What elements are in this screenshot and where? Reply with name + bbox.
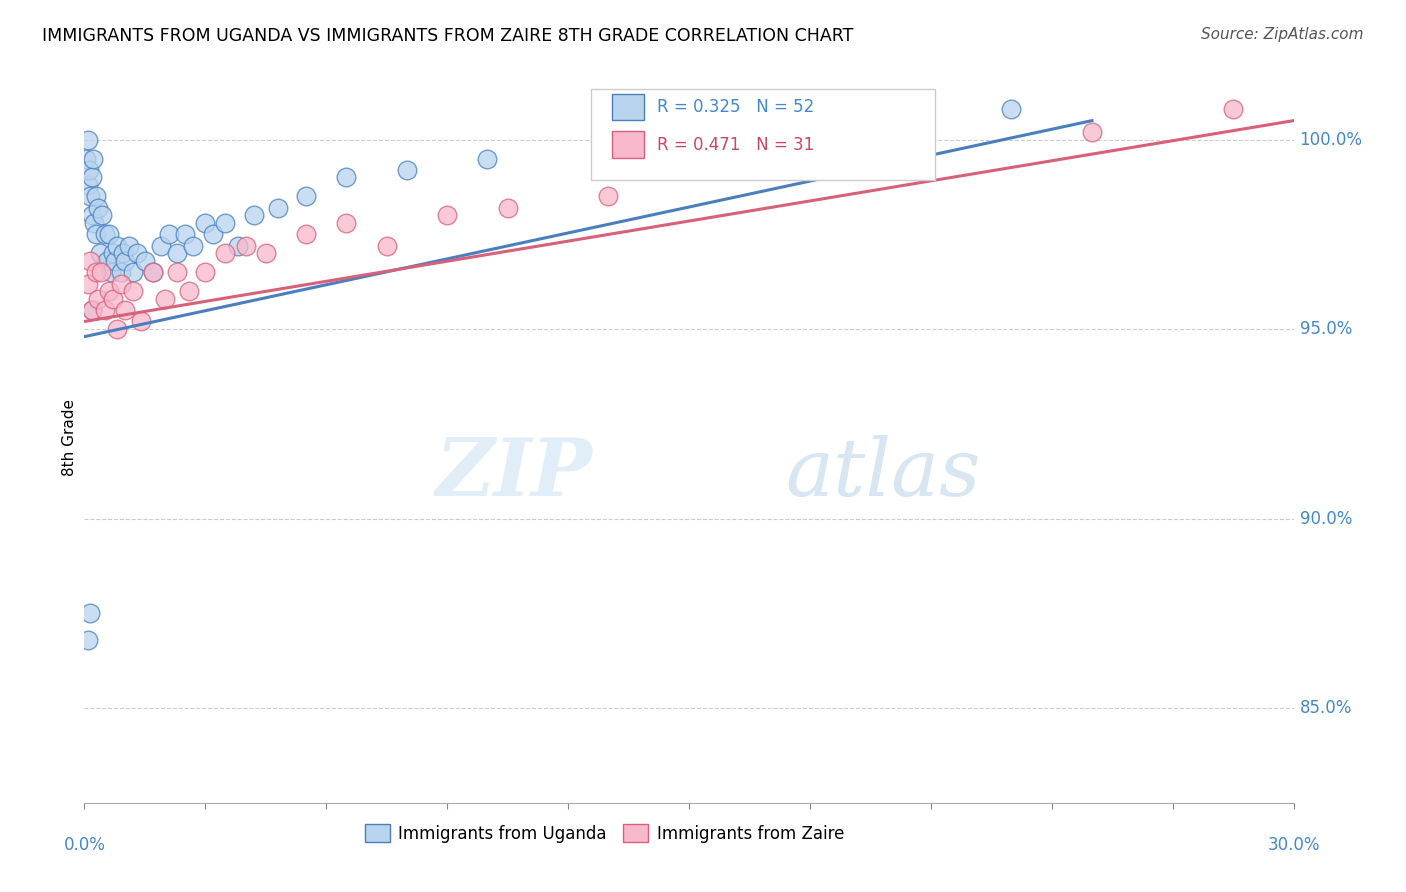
Point: [181, 238, 204, 252]
Point: [194, 265, 217, 279]
Point: [82, 152, 104, 166]
Point: [110, 277, 132, 291]
Point: [105, 238, 128, 252]
Point: [97, 227, 120, 242]
Point: [105, 322, 128, 336]
Point: [110, 265, 132, 279]
Point: [129, 314, 152, 328]
Point: [76, 277, 98, 291]
Point: [375, 238, 398, 252]
Point: [157, 227, 180, 242]
Point: [82, 208, 104, 222]
Point: [149, 238, 172, 252]
Point: [598, 140, 620, 154]
Text: IMMIGRANTS FROM UGANDA VS IMMIGRANTS FROM ZAIRE 8TH GRADE CORRELATION CHART: IMMIGRANTS FROM UGANDA VS IMMIGRANTS FRO…: [42, 27, 853, 45]
Point: [89, 246, 111, 260]
Point: [295, 189, 318, 203]
Point: [77, 632, 100, 647]
Point: [114, 253, 136, 268]
Point: [84, 265, 107, 279]
Point: [179, 284, 201, 298]
Text: 30.0%: 30.0%: [1267, 836, 1320, 854]
Point: [142, 265, 165, 279]
Point: [114, 303, 136, 318]
Point: [598, 189, 620, 203]
Point: [97, 284, 120, 298]
Point: [83, 216, 105, 230]
Point: [758, 125, 780, 139]
Point: [79, 189, 101, 203]
Point: [477, 152, 499, 166]
Text: 90.0%: 90.0%: [1299, 509, 1353, 527]
Point: [101, 292, 124, 306]
Point: [496, 201, 519, 215]
Point: [202, 227, 225, 242]
Point: [335, 170, 357, 185]
Point: [75, 152, 97, 166]
Text: Source: ZipAtlas.com: Source: ZipAtlas.com: [1201, 27, 1364, 42]
Point: [395, 162, 418, 177]
Point: [214, 216, 236, 230]
Point: [1000, 102, 1022, 116]
Point: [96, 253, 118, 268]
Point: [77, 162, 100, 177]
Text: R = 0.471   N = 31: R = 0.471 N = 31: [657, 136, 814, 153]
Point: [134, 253, 156, 268]
Point: [91, 208, 114, 222]
Point: [153, 292, 176, 306]
Point: [242, 208, 264, 222]
Point: [121, 284, 143, 298]
Text: 100.0%: 100.0%: [1299, 130, 1362, 149]
Point: [121, 265, 143, 279]
Point: [79, 253, 101, 268]
Point: [166, 265, 188, 279]
Point: [93, 227, 115, 242]
Point: [87, 292, 110, 306]
Text: 95.0%: 95.0%: [1299, 320, 1353, 338]
Point: [214, 246, 236, 260]
Point: [166, 246, 188, 260]
Point: [93, 303, 115, 318]
Text: atlas: atlas: [786, 435, 981, 512]
Point: [235, 238, 257, 252]
Legend: Immigrants from Uganda, Immigrants from Zaire: Immigrants from Uganda, Immigrants from …: [359, 818, 851, 849]
Text: 85.0%: 85.0%: [1299, 699, 1353, 717]
Point: [799, 152, 821, 166]
Point: [335, 216, 357, 230]
Y-axis label: 8th Grade: 8th Grade: [62, 399, 77, 475]
Point: [436, 208, 458, 222]
Point: [194, 216, 217, 230]
Point: [76, 178, 98, 192]
Point: [79, 607, 101, 621]
Point: [142, 265, 165, 279]
Point: [90, 265, 112, 279]
Point: [86, 227, 108, 242]
Point: [125, 246, 148, 260]
Text: 0.0%: 0.0%: [63, 836, 105, 854]
Point: [77, 132, 100, 146]
Point: [118, 238, 141, 252]
Point: [84, 189, 107, 203]
Point: [267, 201, 290, 215]
Point: [1081, 125, 1104, 139]
Point: [1222, 102, 1244, 116]
Point: [111, 246, 134, 260]
Point: [80, 170, 103, 185]
Point: [100, 265, 122, 279]
Point: [82, 303, 104, 318]
Point: [254, 246, 277, 260]
Point: [101, 246, 124, 260]
Point: [104, 253, 127, 268]
Point: [226, 238, 249, 252]
Point: [295, 227, 318, 242]
Text: R = 0.325   N = 52: R = 0.325 N = 52: [657, 98, 814, 116]
Point: [82, 303, 104, 318]
Point: [658, 132, 681, 146]
Point: [87, 201, 110, 215]
Point: [174, 227, 197, 242]
Text: ZIP: ZIP: [436, 435, 592, 512]
Point: [900, 113, 922, 128]
